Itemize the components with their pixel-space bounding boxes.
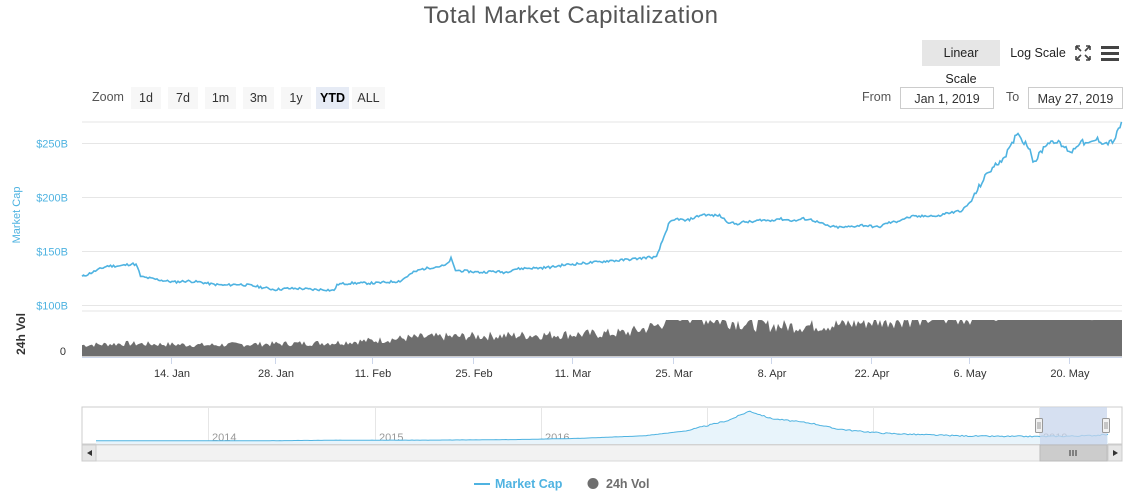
to-label: To bbox=[1006, 90, 1020, 104]
legend-volume-label[interactable]: 24h Vol bbox=[606, 477, 650, 491]
volume-layer bbox=[82, 320, 1122, 356]
from-date-input[interactable]: Jan 1, 2019 bbox=[900, 87, 994, 109]
menu-icon[interactable] bbox=[1100, 44, 1120, 62]
zoom-1m-button[interactable]: 1m bbox=[205, 87, 236, 109]
zoom-7d-button[interactable]: 7d bbox=[168, 87, 198, 109]
to-date-input[interactable]: May 27, 2019 bbox=[1028, 87, 1123, 109]
x-tick-label: 25. Feb bbox=[455, 368, 492, 380]
x-tick-label: 11. Mar bbox=[555, 368, 592, 380]
navigator-area bbox=[96, 411, 1108, 444]
navigator-left-handle[interactable] bbox=[1035, 418, 1043, 433]
x-tick-label: 22. Apr bbox=[855, 368, 890, 380]
zoom-1d-button[interactable]: 1d bbox=[131, 87, 161, 109]
linear-scale-button[interactable]: Linear Scale bbox=[922, 40, 1000, 86]
zoom-3m-button[interactable]: 3m bbox=[243, 87, 274, 109]
fullscreen-icon[interactable] bbox=[1073, 43, 1093, 63]
volume-tick-label: 0 bbox=[60, 346, 66, 358]
navigator-line bbox=[96, 410, 1109, 442]
zoom-ytd-button[interactable]: YTD bbox=[316, 87, 349, 109]
legend-layer: Market Cap 24h Vol bbox=[474, 477, 650, 491]
legend-market-cap-label[interactable]: Market Cap bbox=[495, 477, 563, 491]
x-tick-label: 8. Apr bbox=[758, 368, 787, 380]
volume-area bbox=[82, 320, 1122, 356]
legend-volume-symbol bbox=[587, 478, 599, 489]
grid-layer bbox=[82, 121, 1122, 357]
x-tick-label: 25. Mar bbox=[655, 368, 693, 380]
scroll-right-arrow-icon bbox=[1113, 450, 1118, 456]
market-cap-line bbox=[81, 121, 1123, 292]
y-axis-title: Market Cap bbox=[11, 187, 23, 244]
x-tick-label: 11. Feb bbox=[355, 368, 392, 380]
zoom-label: Zoom bbox=[92, 90, 124, 104]
volume-axis-title: 24h Vol bbox=[14, 313, 28, 355]
y-tick-label: $150B bbox=[36, 247, 68, 259]
log-scale-button[interactable]: Log Scale bbox=[1010, 46, 1066, 60]
chart-title: Total Market Capitalization bbox=[423, 2, 719, 29]
zoom-1y-button[interactable]: 1y bbox=[281, 87, 311, 109]
navigator-layer: 201420152016201720182019 bbox=[81, 406, 1123, 462]
scrollbar-track[interactable] bbox=[81, 444, 1123, 462]
scroll-left-arrow-icon bbox=[87, 450, 92, 456]
y-tick-label: $250B bbox=[36, 139, 68, 151]
navigator-right-handle[interactable] bbox=[1102, 418, 1110, 433]
zoom-all-button[interactable]: ALL bbox=[352, 87, 385, 109]
y-tick-label: $200B bbox=[36, 193, 68, 205]
axis-layer: $100B $150B $200B $250B Market Cap 24h Vol 0 14… bbox=[11, 139, 1122, 380]
from-label: From bbox=[862, 90, 892, 104]
y-tick-label: $100B bbox=[36, 301, 68, 313]
x-tick-label: 14. Jan bbox=[154, 368, 190, 380]
line-layer bbox=[81, 121, 1123, 292]
x-tick-label: 6. May bbox=[953, 368, 987, 380]
x-tick-label: 28. Jan bbox=[258, 368, 294, 380]
x-tick-label: 20. May bbox=[1050, 368, 1090, 380]
